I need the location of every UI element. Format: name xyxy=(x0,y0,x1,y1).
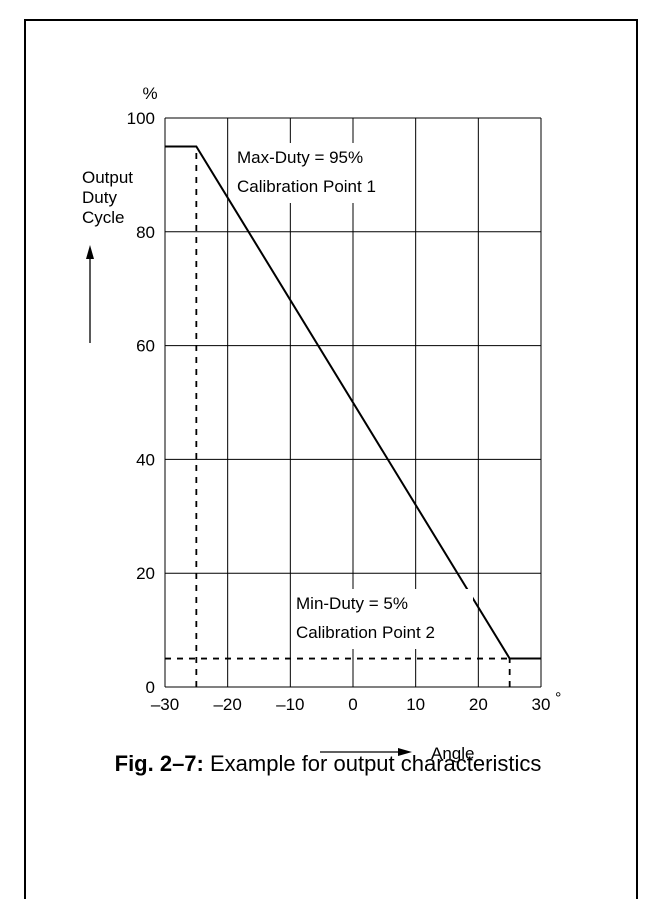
caption-text: Example for output characteristics xyxy=(203,751,542,776)
y-axis-label: Cycle xyxy=(82,208,125,227)
y-axis-label: Output xyxy=(82,168,133,187)
output-characteristic-line xyxy=(165,145,541,660)
x-tick-label: 10 xyxy=(406,695,425,714)
x-tick-label: –20 xyxy=(213,695,241,714)
x-tick-label: –30 xyxy=(151,695,179,714)
caption-label: Fig. 2–7: xyxy=(114,751,204,776)
x-tick-label: –10 xyxy=(276,695,304,714)
annotation-background xyxy=(293,589,473,649)
annotation-background xyxy=(234,143,412,203)
y-tick-label: 20 xyxy=(136,564,155,583)
x-tick-label: 30 xyxy=(532,695,551,714)
y-tick-label: 0 xyxy=(146,678,155,697)
x-unit-label: ° xyxy=(555,690,561,707)
y-tick-label: 40 xyxy=(136,450,155,469)
x-axis-arrow-head xyxy=(398,748,412,756)
y-unit-label: % xyxy=(142,84,157,103)
x-axis-label: Angle xyxy=(431,744,474,763)
annotation-text: Min-Duty = 5% xyxy=(296,594,408,613)
y-tick-label: 60 xyxy=(136,337,155,356)
figure-frame xyxy=(24,19,638,899)
annotation-text: Calibration Point 2 xyxy=(296,623,435,642)
y-tick-label: 80 xyxy=(136,223,155,242)
y-tick-label: 100 xyxy=(127,109,155,128)
x-tick-label: 20 xyxy=(469,695,488,714)
x-tick-label: 0 xyxy=(348,695,357,714)
y-axis-arrow-head xyxy=(86,245,94,259)
annotation-text: Max-Duty = 95% xyxy=(237,148,363,167)
figure-caption: Fig. 2–7: Example for output characteris… xyxy=(0,751,656,777)
y-axis-label: Duty xyxy=(82,188,117,207)
annotation-text: Calibration Point 1 xyxy=(237,177,376,196)
